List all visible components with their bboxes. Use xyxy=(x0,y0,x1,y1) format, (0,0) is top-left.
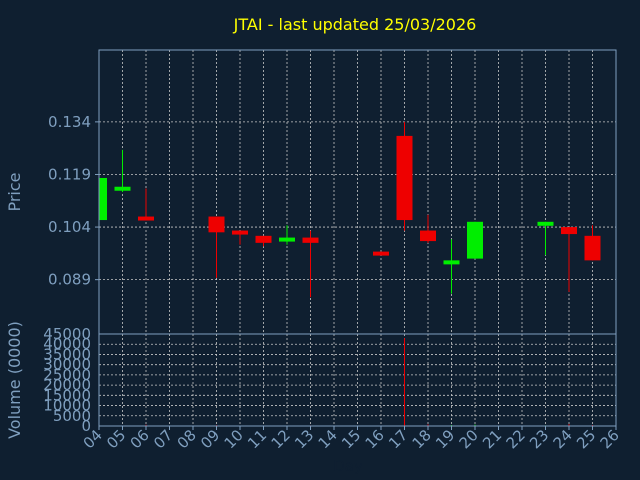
volume-tick-label: 35000 xyxy=(43,345,91,363)
volume-tick-label: 20000 xyxy=(43,376,91,394)
candle-body xyxy=(279,237,295,242)
candle-body xyxy=(467,221,483,259)
candle-body xyxy=(420,230,436,242)
y-axis-label: Price xyxy=(5,172,24,211)
volume-axis-label: Volume (0000) xyxy=(5,321,24,439)
price-tick-label: 0.119 xyxy=(48,165,91,183)
candle-body xyxy=(232,230,248,235)
volume-axis-ticks: 4500040000350003000025000200001500010000… xyxy=(43,325,91,435)
volume-tick-label: 10000 xyxy=(43,397,91,415)
candle-body xyxy=(208,216,225,233)
candle-body xyxy=(561,227,577,235)
volume-tick-label: 15000 xyxy=(43,386,91,404)
volume-tick-label: 5000 xyxy=(53,407,91,425)
candle-body xyxy=(138,216,154,221)
volume-tick-label: 40000 xyxy=(43,335,91,353)
candle-body xyxy=(396,135,413,221)
candle-body xyxy=(255,235,272,243)
price-tick-label: 0.104 xyxy=(48,218,91,236)
volume-tick-label: 0 xyxy=(81,417,91,435)
volume-tick-label: 25000 xyxy=(43,366,91,384)
x-axis-ticks: 0405060708091011121314151617181920212223… xyxy=(80,426,623,452)
volume-tick-label: 30000 xyxy=(43,356,91,374)
chart-title: JTAI - last updated 25/03/2026 xyxy=(233,15,477,34)
price-axis-ticks: 0.134 0.119 0.104 0.089 xyxy=(48,113,99,289)
candle-body xyxy=(373,251,389,256)
volume-tick-label: 45000 xyxy=(43,325,91,343)
candle-body xyxy=(99,177,107,221)
candle-body xyxy=(443,260,460,265)
candle-body xyxy=(537,221,554,226)
price-tick-label: 0.089 xyxy=(48,271,91,289)
x-axis-label: Day xyxy=(333,457,363,475)
candle-body xyxy=(302,237,319,243)
candle-body xyxy=(114,186,131,191)
price-tick-label: 0.134 xyxy=(48,113,91,131)
candles xyxy=(98,121,601,298)
candle-body xyxy=(584,235,601,261)
